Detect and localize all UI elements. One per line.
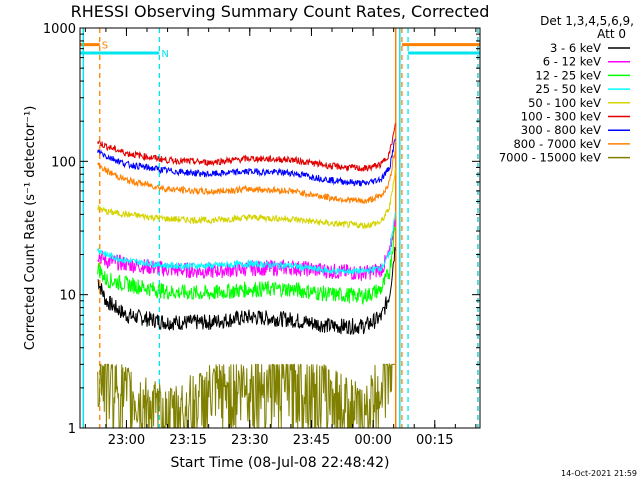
x-tick-label: 23:15 [169, 433, 206, 448]
legend-label: 6 - 12 keV [543, 55, 601, 69]
legend-label: 12 - 25 keV [535, 68, 601, 82]
flag-label: N [161, 49, 168, 60]
series-line [97, 246, 396, 335]
y-axis-label: Corrected Count Rate (s⁻¹ detector⁻¹) [23, 106, 38, 351]
series-line [97, 149, 396, 205]
series-line [97, 138, 396, 187]
legend-header-line-1: Det 1,3,4,5,6,9, [540, 14, 634, 28]
legend-label: 300 - 800 keV [521, 123, 601, 137]
legend-label: 50 - 100 keV [528, 96, 601, 110]
legend-label: 800 - 7000 keV [513, 137, 601, 151]
series-line [97, 168, 396, 230]
y-tick-label: 1000 [43, 22, 76, 37]
x-axis-label: Start Time (08-Jul-08 22:48:42) [170, 455, 389, 471]
series-line [97, 362, 396, 430]
legend-label: 100 - 300 keV [521, 110, 601, 124]
x-tick-label: 23:30 [231, 433, 268, 448]
x-tick-label: 23:00 [108, 433, 145, 448]
legend-label: 3 - 6 keV [550, 41, 601, 55]
legend-label: 7000 - 15000 keV [499, 151, 601, 165]
y-tick-label: 100 [51, 155, 76, 170]
plot-frame [79, 27, 481, 429]
x-tick-label: 00:15 [416, 433, 453, 448]
axes: 23:00 23:15 23:30 23:45 00:00 00:15 1 10 100 1000 [43, 22, 480, 448]
legend-header-line-2: Att 0 [597, 27, 626, 41]
flag-label: S [102, 41, 108, 52]
y-tick-label: 1 [68, 422, 76, 437]
footer-date: 14-Oct-2021 21:59 [561, 469, 637, 478]
x-tick-label: 23:45 [293, 433, 330, 448]
series-line [97, 211, 396, 276]
flags-layer: SN [80, 28, 480, 428]
series-line [97, 226, 396, 306]
series-layer [97, 123, 396, 430]
chart-title: RHESSI Observing Summary Count Rates, Co… [71, 2, 490, 21]
series-line [97, 123, 396, 173]
legend-label: 25 - 50 keV [535, 82, 601, 96]
x-tick-label: 00:00 [354, 433, 391, 448]
y-tick-label: 10 [59, 289, 76, 304]
